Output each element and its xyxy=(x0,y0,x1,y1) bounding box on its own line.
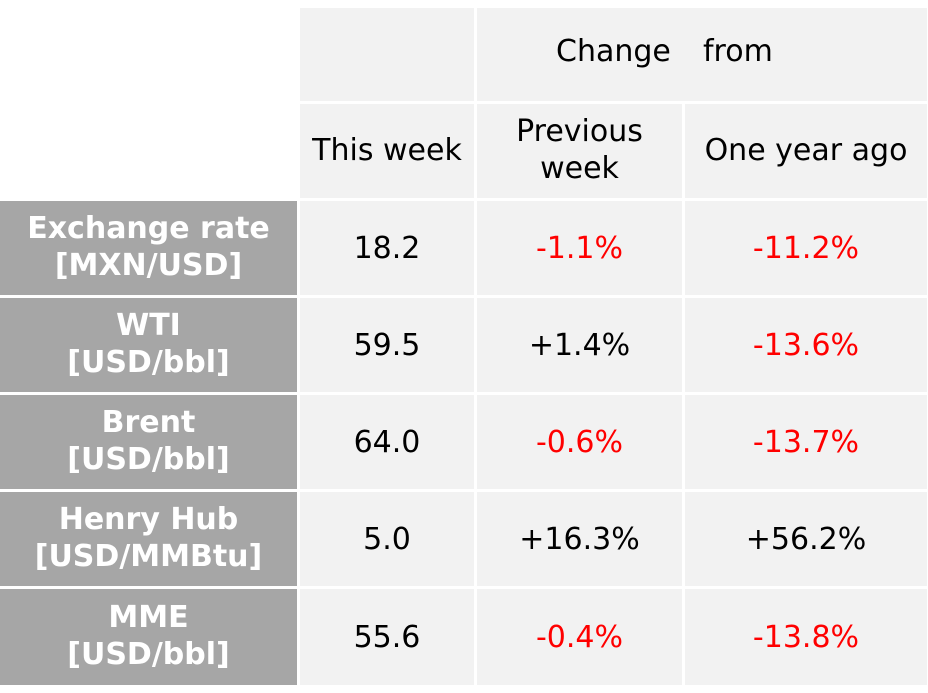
row-header-henry-hub: Henry Hub [USD/MMBtu] xyxy=(0,492,297,586)
cell-this-week: 5.0 xyxy=(300,492,474,586)
cell-this-week: 55.6 xyxy=(300,589,474,685)
cell-this-week: 64.0 xyxy=(300,395,474,489)
header-from-label: from xyxy=(703,34,773,69)
cell-year-ago-change: -13.8% xyxy=(685,589,927,685)
header-this-week: This week xyxy=(300,104,474,198)
cell-year-ago-change: -13.6% xyxy=(685,298,927,392)
header-one-year-ago: One year ago xyxy=(685,104,927,198)
cell-prev-week-change: +16.3% xyxy=(477,492,682,586)
row-header-wti: WTI [USD/bbl] xyxy=(0,298,297,392)
header-previous-week: Previous week xyxy=(477,104,682,198)
cell-prev-week-change: -1.1% xyxy=(477,201,682,295)
row-header-mme: MME [USD/bbl] xyxy=(0,589,297,685)
cell-year-ago-change: +56.2% xyxy=(685,492,927,586)
header-top-blank xyxy=(300,8,474,101)
row-header-brent: Brent [USD/bbl] xyxy=(0,395,297,489)
cell-prev-week-change: +1.4% xyxy=(477,298,682,392)
cell-year-ago-change: -13.7% xyxy=(685,395,927,489)
cell-year-ago-change: -11.2% xyxy=(685,201,927,295)
cell-this-week: 18.2 xyxy=(300,201,474,295)
row-header-exchange-rate: Exchange rate [MXN/USD] xyxy=(0,201,297,295)
cell-this-week: 59.5 xyxy=(300,298,474,392)
header-change-label: Change xyxy=(556,34,671,69)
cell-prev-week-change: -0.4% xyxy=(477,589,682,685)
cell-prev-week-change: -0.6% xyxy=(477,395,682,489)
header-change-from-group: Change from xyxy=(477,8,927,101)
